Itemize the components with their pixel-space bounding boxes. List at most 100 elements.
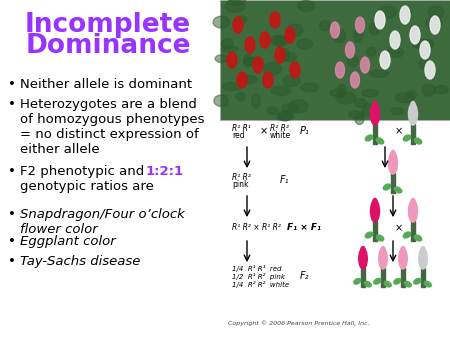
Ellipse shape	[298, 1, 315, 11]
Ellipse shape	[346, 42, 355, 58]
Ellipse shape	[369, 23, 380, 34]
Ellipse shape	[400, 9, 412, 16]
Ellipse shape	[426, 17, 441, 29]
Ellipse shape	[238, 75, 257, 84]
Text: F₂: F₂	[300, 271, 310, 281]
Ellipse shape	[355, 113, 364, 124]
Ellipse shape	[419, 248, 427, 269]
Ellipse shape	[369, 70, 388, 77]
Ellipse shape	[365, 135, 373, 141]
Ellipse shape	[354, 279, 361, 284]
Ellipse shape	[404, 281, 411, 287]
Ellipse shape	[403, 232, 411, 238]
Text: F₁ × F₁: F₁ × F₁	[287, 223, 321, 232]
Bar	[220, 0, 450, 120]
Ellipse shape	[336, 62, 345, 78]
Text: R² R²: R² R²	[270, 124, 289, 133]
Text: 1:2:1: 1:2:1	[146, 165, 184, 178]
Text: •: •	[8, 235, 16, 248]
Ellipse shape	[225, 0, 245, 13]
Ellipse shape	[260, 32, 270, 48]
Text: 1/4  R¹ R¹  red: 1/4 R¹ R¹ red	[232, 265, 282, 272]
Ellipse shape	[424, 281, 431, 287]
Bar	[361, 268, 365, 287]
Ellipse shape	[428, 6, 444, 19]
Ellipse shape	[411, 101, 415, 109]
Text: ×: ×	[260, 126, 268, 136]
Ellipse shape	[245, 37, 255, 53]
Ellipse shape	[290, 62, 300, 78]
Ellipse shape	[388, 152, 397, 174]
Ellipse shape	[337, 84, 346, 98]
Text: pink: pink	[232, 180, 248, 189]
Text: white: white	[270, 131, 291, 140]
Ellipse shape	[349, 111, 364, 118]
Ellipse shape	[233, 17, 243, 33]
Ellipse shape	[434, 86, 448, 94]
Ellipse shape	[410, 26, 420, 44]
Text: Copyright © 2006 Pearson Prentice Hall, Inc.: Copyright © 2006 Pearson Prentice Hall, …	[228, 320, 369, 326]
Text: Snapdragon/Four o’clock
flower color: Snapdragon/Four o’clock flower color	[20, 208, 185, 236]
Ellipse shape	[394, 187, 402, 193]
Ellipse shape	[390, 31, 400, 49]
Ellipse shape	[283, 75, 300, 87]
Ellipse shape	[430, 16, 440, 34]
Text: F₁: F₁	[280, 175, 289, 185]
Text: •: •	[8, 255, 16, 268]
Ellipse shape	[383, 184, 391, 190]
Ellipse shape	[213, 16, 230, 28]
Ellipse shape	[271, 86, 291, 95]
Text: •: •	[8, 98, 16, 111]
Text: Heterozygotes are a blend
of homozygous phenotypes
= no distinct expression of
e: Heterozygotes are a blend of homozygous …	[20, 98, 204, 156]
Ellipse shape	[400, 6, 410, 24]
Ellipse shape	[244, 54, 252, 67]
Ellipse shape	[287, 24, 303, 37]
Ellipse shape	[365, 232, 373, 238]
Ellipse shape	[320, 21, 330, 31]
Ellipse shape	[360, 57, 369, 73]
Ellipse shape	[277, 113, 292, 121]
Bar	[391, 173, 395, 193]
Ellipse shape	[336, 92, 356, 104]
Bar	[401, 268, 405, 287]
Text: Tay-Sachs disease: Tay-Sachs disease	[20, 255, 140, 268]
Ellipse shape	[275, 47, 285, 63]
Ellipse shape	[355, 99, 366, 108]
Ellipse shape	[406, 91, 417, 98]
Ellipse shape	[409, 200, 418, 222]
Ellipse shape	[396, 93, 414, 103]
Ellipse shape	[214, 95, 229, 106]
Ellipse shape	[236, 92, 245, 101]
Ellipse shape	[237, 72, 247, 88]
Ellipse shape	[380, 51, 390, 69]
Ellipse shape	[376, 235, 384, 241]
Ellipse shape	[356, 17, 364, 33]
Ellipse shape	[375, 11, 385, 29]
Bar	[411, 221, 415, 241]
Text: P₁: P₁	[300, 126, 310, 136]
Ellipse shape	[361, 247, 365, 254]
Ellipse shape	[363, 103, 373, 117]
Text: ×: ×	[395, 126, 403, 136]
Ellipse shape	[411, 198, 415, 206]
Ellipse shape	[252, 95, 260, 108]
Ellipse shape	[421, 247, 425, 254]
Ellipse shape	[414, 235, 422, 241]
Ellipse shape	[387, 48, 404, 57]
Text: Eggplant color: Eggplant color	[20, 235, 116, 248]
Ellipse shape	[330, 89, 346, 97]
Ellipse shape	[227, 52, 237, 68]
Ellipse shape	[420, 41, 430, 59]
Ellipse shape	[351, 72, 360, 88]
Ellipse shape	[221, 46, 238, 52]
Ellipse shape	[285, 27, 295, 43]
Ellipse shape	[425, 61, 435, 79]
Text: R¹ R² × R¹ R²: R¹ R² × R¹ R²	[232, 223, 281, 232]
Ellipse shape	[391, 107, 404, 115]
Ellipse shape	[359, 248, 367, 269]
Text: 1/4  R² R²  white: 1/4 R² R² white	[232, 281, 289, 288]
Bar	[421, 268, 425, 287]
Ellipse shape	[374, 279, 381, 284]
Ellipse shape	[267, 107, 279, 114]
Ellipse shape	[270, 12, 280, 28]
